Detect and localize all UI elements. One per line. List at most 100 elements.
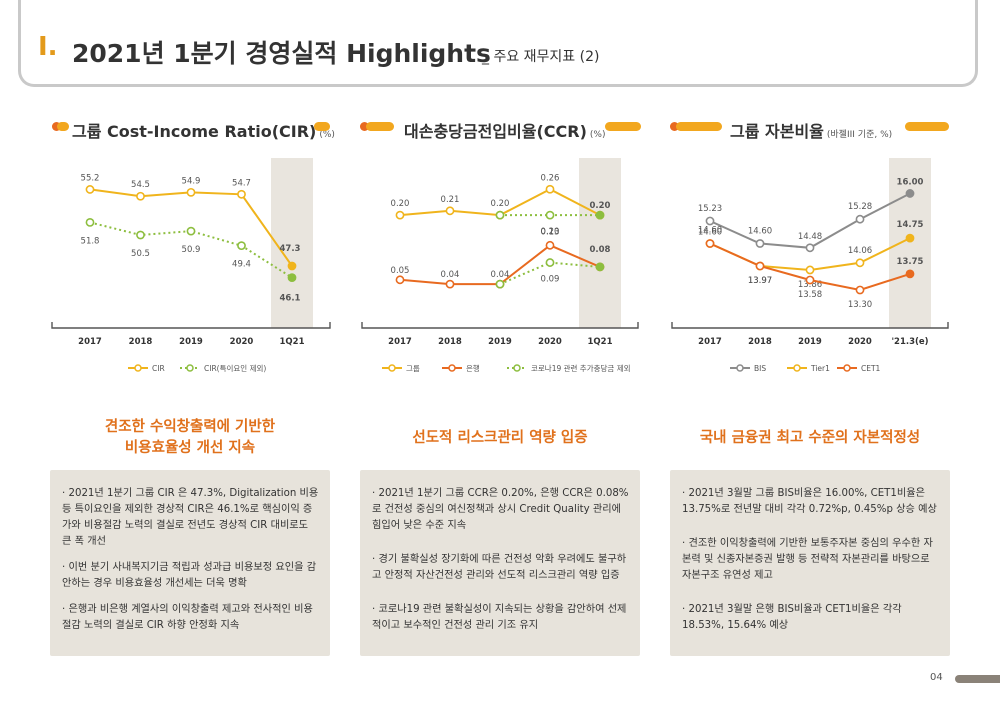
chart-unit: (%) [319, 130, 335, 140]
bullet-item: · 2021년 1분기 그룹 CIR 은 47.3%, Digitalizati… [62, 488, 319, 547]
x-tick-label: 2019 [798, 337, 822, 347]
data-point [445, 279, 455, 289]
bullet-panel-cir: · 2021년 1분기 그룹 CIR 은 47.3%, Digitalizati… [50, 470, 330, 656]
bullet-item: · 이번 분기 사내복지기금 적립과 성과급 비용보정 요인을 감안하는 경우 … [62, 562, 317, 589]
data-point [495, 210, 505, 220]
data-label: 51.8 [81, 236, 100, 246]
chart-title-text: 그룹 Cost-Income Ratio(CIR) [72, 122, 317, 141]
title-bullet-pill [366, 122, 394, 131]
data-label: 55.2 [81, 173, 100, 183]
highlight-capital: 국내 금융권 최고 수준의 자본적정성 [670, 406, 950, 470]
data-point [495, 279, 505, 289]
data-point [186, 187, 196, 197]
legend-label: CET1 [861, 364, 881, 373]
bullet-item: · 코로나19 관련 불확실성이 지속되는 상황을 감안하여 선제적이고 보수적… [372, 604, 627, 631]
data-point [136, 230, 145, 240]
chart-title-text: 그룹 자본비율 [730, 122, 824, 141]
data-label: 46.1 [280, 294, 301, 304]
legend-label: 그룹 [406, 364, 420, 373]
data-label: 0.26 [541, 173, 560, 183]
highlight-line-1: 견조한 수익창출력에 기반한 [104, 419, 276, 435]
data-point [705, 216, 715, 226]
data-point [805, 243, 815, 253]
x-tick-label: 2018 [438, 337, 462, 347]
legend-swatch-marker [388, 364, 396, 372]
data-point [545, 184, 555, 194]
title-bullet-dot [52, 122, 61, 131]
legend-swatch-marker [186, 364, 194, 372]
chart-unit: (바젤III 기준, %) [826, 130, 893, 140]
data-label: 0.04 [491, 270, 510, 280]
highlight-line-1: 선도적 리스크관리 역량 입증 [412, 429, 588, 446]
x-tick-label: 2017 [78, 337, 102, 347]
data-label: 14.48 [798, 232, 822, 242]
x-tick-label: 2020 [848, 337, 872, 347]
x-tick-label: 1Q21 [280, 337, 305, 347]
bullet-panel-ccr: · 2021년 1분기 그룹 CCR은 0.20%, 은행 CCR은 0.08%… [360, 470, 640, 656]
data-point [545, 210, 555, 220]
x-tick-label: 2017 [388, 337, 412, 347]
chart-title-text: 대손충당금전입비율(CCR) [404, 122, 587, 141]
bullet-item: · 2021년 1분기 그룹 CCR은 0.20%, 은행 CCR은 0.08%… [372, 488, 629, 531]
data-label: 14.60 [698, 228, 722, 238]
x-tick-label: 2019 [488, 337, 512, 347]
data-label: 50.9 [182, 245, 201, 255]
title-bullet-pill [676, 122, 722, 131]
x-tick-label: 2017 [698, 337, 722, 347]
x-tick-label: '21.3(e) [891, 337, 928, 347]
x-tick-label: 1Q21 [588, 337, 613, 347]
title-bullet-dot [670, 122, 679, 131]
legend-swatch-marker [736, 364, 744, 372]
legend-swatch-marker [843, 364, 851, 372]
data-point [395, 275, 405, 285]
data-point [705, 239, 715, 248]
chart-title-capital: 그룹 자본비율 (바젤III 기준, %) [730, 118, 892, 142]
x-tick-label: 2019 [179, 337, 203, 347]
chart-title-cir: 그룹 Cost-Income Ratio(CIR) (%) [72, 118, 335, 142]
data-point [136, 191, 145, 201]
highlight-column [579, 158, 621, 328]
data-point [85, 218, 95, 227]
chart-title-ccr: 대손충당금전입비율(CCR) (%) [404, 118, 606, 142]
chart-unit: (%) [589, 130, 606, 140]
x-tick-label: 2018 [748, 337, 772, 347]
data-point [237, 241, 246, 251]
legend-label: Tier1 [810, 364, 830, 373]
highlight-ccr: 선도적 리스크관리 역량 입증 [360, 406, 640, 470]
data-point [237, 189, 246, 199]
data-label: 14.06 [848, 246, 872, 256]
legend-swatch-marker [793, 364, 801, 372]
data-point [287, 273, 297, 283]
x-tick-label: 2020 [538, 337, 562, 347]
title-bullet-pill [905, 122, 949, 131]
highlight-column [889, 158, 931, 328]
bullet-item: · 경기 불확실성 장기화에 따른 건전성 악화 우려에도 불구하고 안정적 자… [372, 554, 627, 581]
data-point [905, 269, 915, 279]
chart-capital-ratio: 2017 2018 2019 2020 '21.3(e) 15.23 14.60 14.48 1… [671, 158, 949, 373]
data-label: 0.21 [441, 195, 460, 205]
header-frame [18, 0, 978, 87]
data-point [85, 185, 95, 194]
x-axis-line [51, 322, 331, 329]
legend-swatch-marker [513, 364, 521, 372]
data-label: 50.5 [131, 249, 150, 259]
data-label: 0.20 [590, 201, 611, 211]
data-label: 13.58 [798, 290, 822, 300]
highlight-line-1: 국내 금융권 최고 수준의 자본적정성 [699, 429, 921, 446]
data-label: 16.00 [897, 177, 924, 187]
legend-label: 코로나19 관련 추가충당금 제외 [531, 363, 631, 373]
bullet-item: · 은행과 비은행 계열사의 이익창출력 제고와 전사적인 비용절감 노력의 결… [62, 604, 313, 631]
highlight-cir: 견조한 수익창출력에 기반한 비용효율성 개선 지속 [50, 406, 330, 470]
data-label: 13.86 [798, 280, 822, 290]
page-title: 2021년 1분기 경영실적 Highlights [72, 39, 491, 68]
title-bullet-pill [605, 122, 641, 131]
bullet-item: · 2021년 3월말 그룹 BIS비율은 16.00%, CET1비율은 13… [682, 488, 937, 515]
data-point [595, 262, 605, 272]
x-tick-label: 2020 [230, 337, 254, 347]
x-axis-line [671, 322, 949, 329]
legend-label: CIR [152, 364, 165, 373]
page-bar [955, 675, 1000, 683]
bullet-item: · 2021년 3월말 은행 BIS비율과 CET1비율은 각각 18.53%,… [682, 604, 902, 631]
data-point [445, 206, 455, 216]
data-point [595, 210, 605, 220]
